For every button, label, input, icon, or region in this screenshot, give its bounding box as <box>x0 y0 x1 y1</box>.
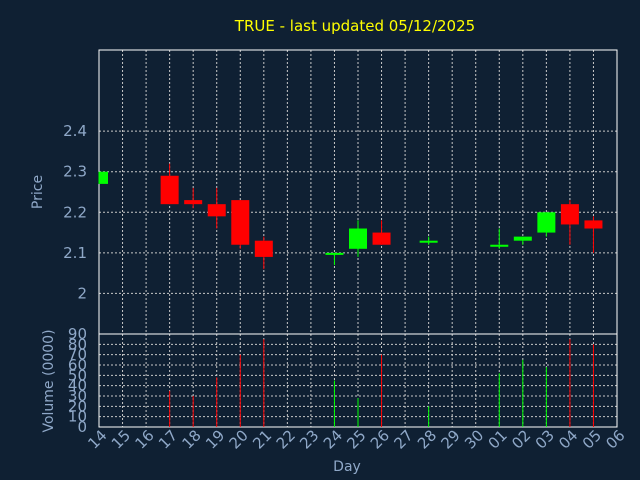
volume-tick-label: 0 <box>77 418 87 436</box>
x-tick-label: 14 <box>84 426 110 452</box>
x-tick-label: 01 <box>485 426 511 452</box>
x-tick-label: 29 <box>438 426 464 452</box>
price-tick-label: 2.2 <box>63 203 87 221</box>
volume-tick-label: 30 <box>68 387 87 405</box>
x-tick-label: 21 <box>249 426 275 452</box>
candle-body <box>490 244 509 247</box>
volume-tick-label: 10 <box>68 408 87 426</box>
x-tick-label: 04 <box>555 426 581 452</box>
x-tick-label: 22 <box>273 426 299 452</box>
candle-body <box>325 252 344 255</box>
candle-body <box>419 240 438 243</box>
candle-body <box>254 240 273 257</box>
volume-tick-label: 90 <box>68 325 87 343</box>
price-tick-label: 2.4 <box>63 122 87 140</box>
price-tick-label: 2.1 <box>63 244 87 262</box>
volume-tick-label: 80 <box>68 335 87 353</box>
candle-body <box>160 175 179 205</box>
candle-body <box>513 236 532 241</box>
x-tick-label: 28 <box>414 426 440 452</box>
x-tick-label: 18 <box>179 426 205 452</box>
candle-body <box>349 228 367 249</box>
chart-title: TRUE - last updated 05/12/2025 <box>234 17 475 35</box>
x-tick-label: 24 <box>320 426 346 452</box>
volume-tick-label: 70 <box>68 346 87 364</box>
volume-tick-label: 40 <box>68 377 87 395</box>
x-tick-label: 19 <box>202 426 228 452</box>
price-panel: 2 2.1 2.2 2.3 2.4 <box>63 49 618 335</box>
candle-body <box>207 204 226 217</box>
x-tick-label: 02 <box>508 426 534 452</box>
x-axis: 1415161718192021222324252627282930010203… <box>84 426 628 452</box>
candle-body <box>537 212 556 233</box>
x-tick-label: 16 <box>131 426 157 452</box>
x-tick-label: 06 <box>602 426 628 452</box>
x-tick-label: 23 <box>296 426 322 452</box>
x-tick-label: 25 <box>343 426 369 452</box>
x-tick-label: 15 <box>108 426 134 452</box>
x-tick-label: 20 <box>226 426 252 452</box>
candle-body <box>372 232 391 245</box>
x-axis-label: Day <box>333 459 361 475</box>
x-tick-label: 05 <box>579 426 605 452</box>
volume-tick-label: 60 <box>68 356 87 374</box>
price-tick-label: 2.3 <box>63 163 87 181</box>
price-axis-label: Price <box>30 175 46 209</box>
x-tick-label: 03 <box>532 426 558 452</box>
x-tick-label: 26 <box>367 426 393 452</box>
candle-body <box>231 200 250 245</box>
x-tick-label: 17 <box>155 426 181 452</box>
volume-axis-label: Volume (0000) <box>41 329 57 432</box>
candle-body <box>99 171 108 184</box>
volume-tick-label: 20 <box>68 397 87 415</box>
candle-body <box>584 220 603 229</box>
price-tick-label: 2 <box>77 284 87 302</box>
candle-body <box>184 200 203 205</box>
candle-body <box>560 204 579 225</box>
volume-tick-label: 50 <box>68 366 87 384</box>
x-tick-label: 27 <box>390 426 416 452</box>
x-tick-label: 30 <box>461 426 487 452</box>
